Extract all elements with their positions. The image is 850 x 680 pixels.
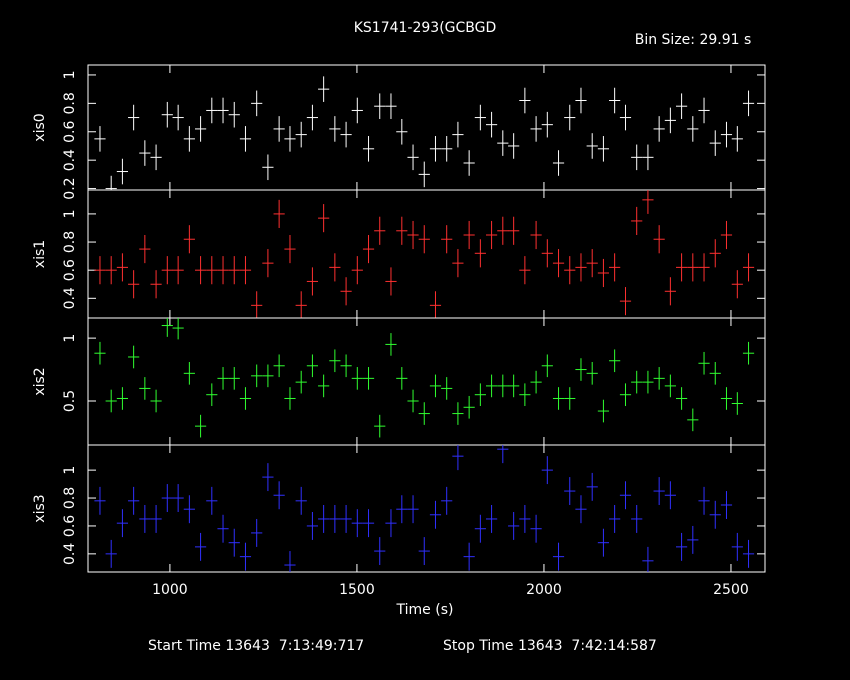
- y-tick-label: 1: [62, 466, 78, 475]
- x-tick-label: 2000: [526, 582, 562, 598]
- x-tick-label: 1500: [339, 582, 375, 598]
- error-bars: [94, 445, 755, 572]
- bin-size: Bin Size: 29.91 s: [635, 32, 752, 48]
- y-tick-label: 0.8: [62, 487, 78, 509]
- chart-title: KS1741-293(GCBGD: [354, 20, 497, 36]
- start-time: Start Time 13643 7:13:49:717: [148, 638, 364, 654]
- y-tick-label: 0.6: [62, 259, 78, 281]
- y-axis-label: xis3: [32, 494, 48, 522]
- y-axis-label: xis2: [32, 367, 48, 395]
- panel-frame: [87, 189, 766, 319]
- y-tick-label: 0.8: [62, 231, 78, 253]
- error-bars: [94, 318, 755, 438]
- y-axis-label: xis1: [32, 240, 48, 268]
- x-tick-label: 1000: [152, 582, 188, 598]
- y-tick-label: 0.4: [62, 287, 78, 309]
- panel-frame: [87, 444, 766, 573]
- y-tick-label: 0.8: [62, 92, 78, 114]
- y-tick-label: 0.6: [62, 515, 78, 537]
- y-tick-label: 0.6: [62, 121, 78, 143]
- y-tick-label: 0.4: [62, 149, 78, 171]
- stop-time: Stop Time 13643 7:42:14:587: [443, 638, 657, 654]
- y-tick-label: 1: [62, 209, 78, 218]
- error-bars: [94, 76, 755, 190]
- error-bars: [94, 190, 755, 318]
- y-tick-label: 0.4: [62, 543, 78, 565]
- y-tick-label: 1: [62, 334, 78, 343]
- y-tick-label: 0.2: [62, 177, 78, 199]
- y-tick-label: 0.5: [62, 390, 78, 412]
- x-axis-label: Time (s): [396, 602, 454, 618]
- x-tick-label: 2500: [713, 582, 749, 598]
- y-axis-label: xis0: [32, 113, 48, 141]
- y-tick-label: 1: [62, 70, 78, 79]
